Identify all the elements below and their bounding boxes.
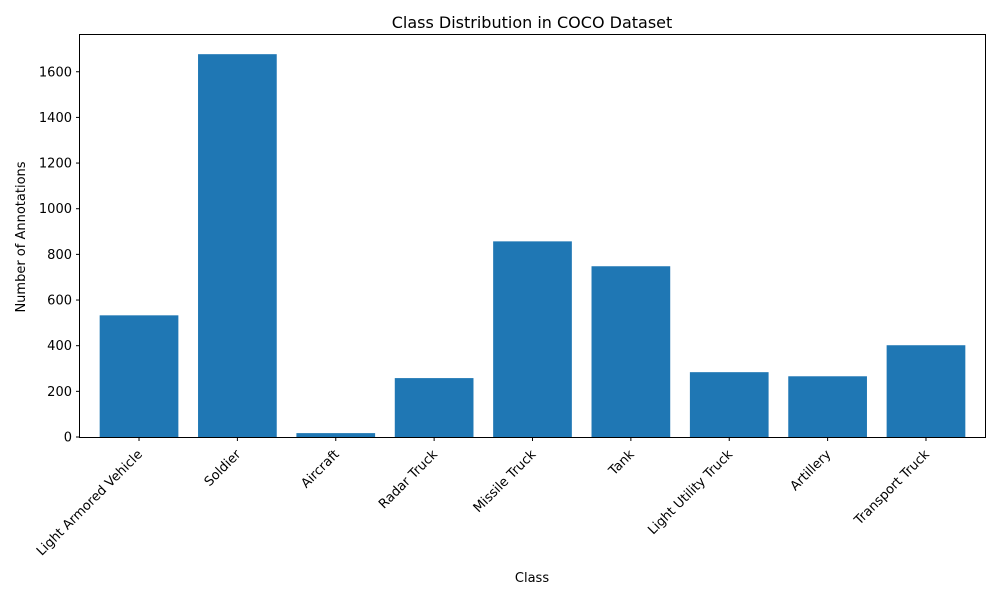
plot-frame: [79, 34, 986, 438]
y-axis: 0 200 400 600 800 1000 1200 1400 1600: [39, 65, 80, 446]
x-tick-label: Artillery: [788, 447, 835, 494]
bars-layer: [99, 54, 966, 438]
bar-transport-truck: [886, 345, 966, 437]
y-tick-label: 600: [47, 294, 72, 309]
x-axis: Light Armored Vehicle Soldier Aircraft Rada…: [34, 437, 933, 559]
y-axis-label: Number of Annotations: [14, 161, 29, 312]
x-tick-label: Transport Truck: [851, 447, 933, 529]
x-tick-label: Radar Truck: [376, 447, 441, 512]
bar-tank: [591, 266, 671, 437]
y-tick-label: 0: [64, 431, 72, 446]
x-tick-label: Aircraft: [298, 447, 342, 491]
y-tick-label: 200: [47, 385, 72, 400]
x-tick-label: Light Armored Vehicle: [34, 447, 146, 559]
x-axis-label: Class: [515, 571, 549, 586]
y-tick-label: 1000: [39, 202, 72, 217]
x-tick-label: Soldier: [202, 447, 245, 490]
bar-light-armored-vehicle: [99, 315, 179, 437]
y-tick-label: 800: [47, 248, 72, 263]
bar-soldier: [198, 54, 277, 438]
bar-artillery: [788, 376, 867, 437]
chart-title: Class Distribution in COCO Dataset: [392, 13, 673, 32]
y-tick-label: 1600: [39, 65, 72, 80]
y-tick-label: 1200: [39, 157, 72, 172]
x-tick-label: Tank: [606, 447, 639, 480]
bar-radar-truck: [394, 378, 474, 437]
bar-light-utility-truck: [689, 372, 769, 437]
bar-missile-truck: [493, 241, 572, 437]
x-tick-label: Light Utility Truck: [645, 447, 736, 538]
y-tick-label: 1400: [39, 111, 72, 126]
bar-aircraft: [296, 433, 376, 437]
y-tick-label: 400: [47, 339, 72, 354]
x-tick-label: Missile Truck: [471, 447, 540, 516]
